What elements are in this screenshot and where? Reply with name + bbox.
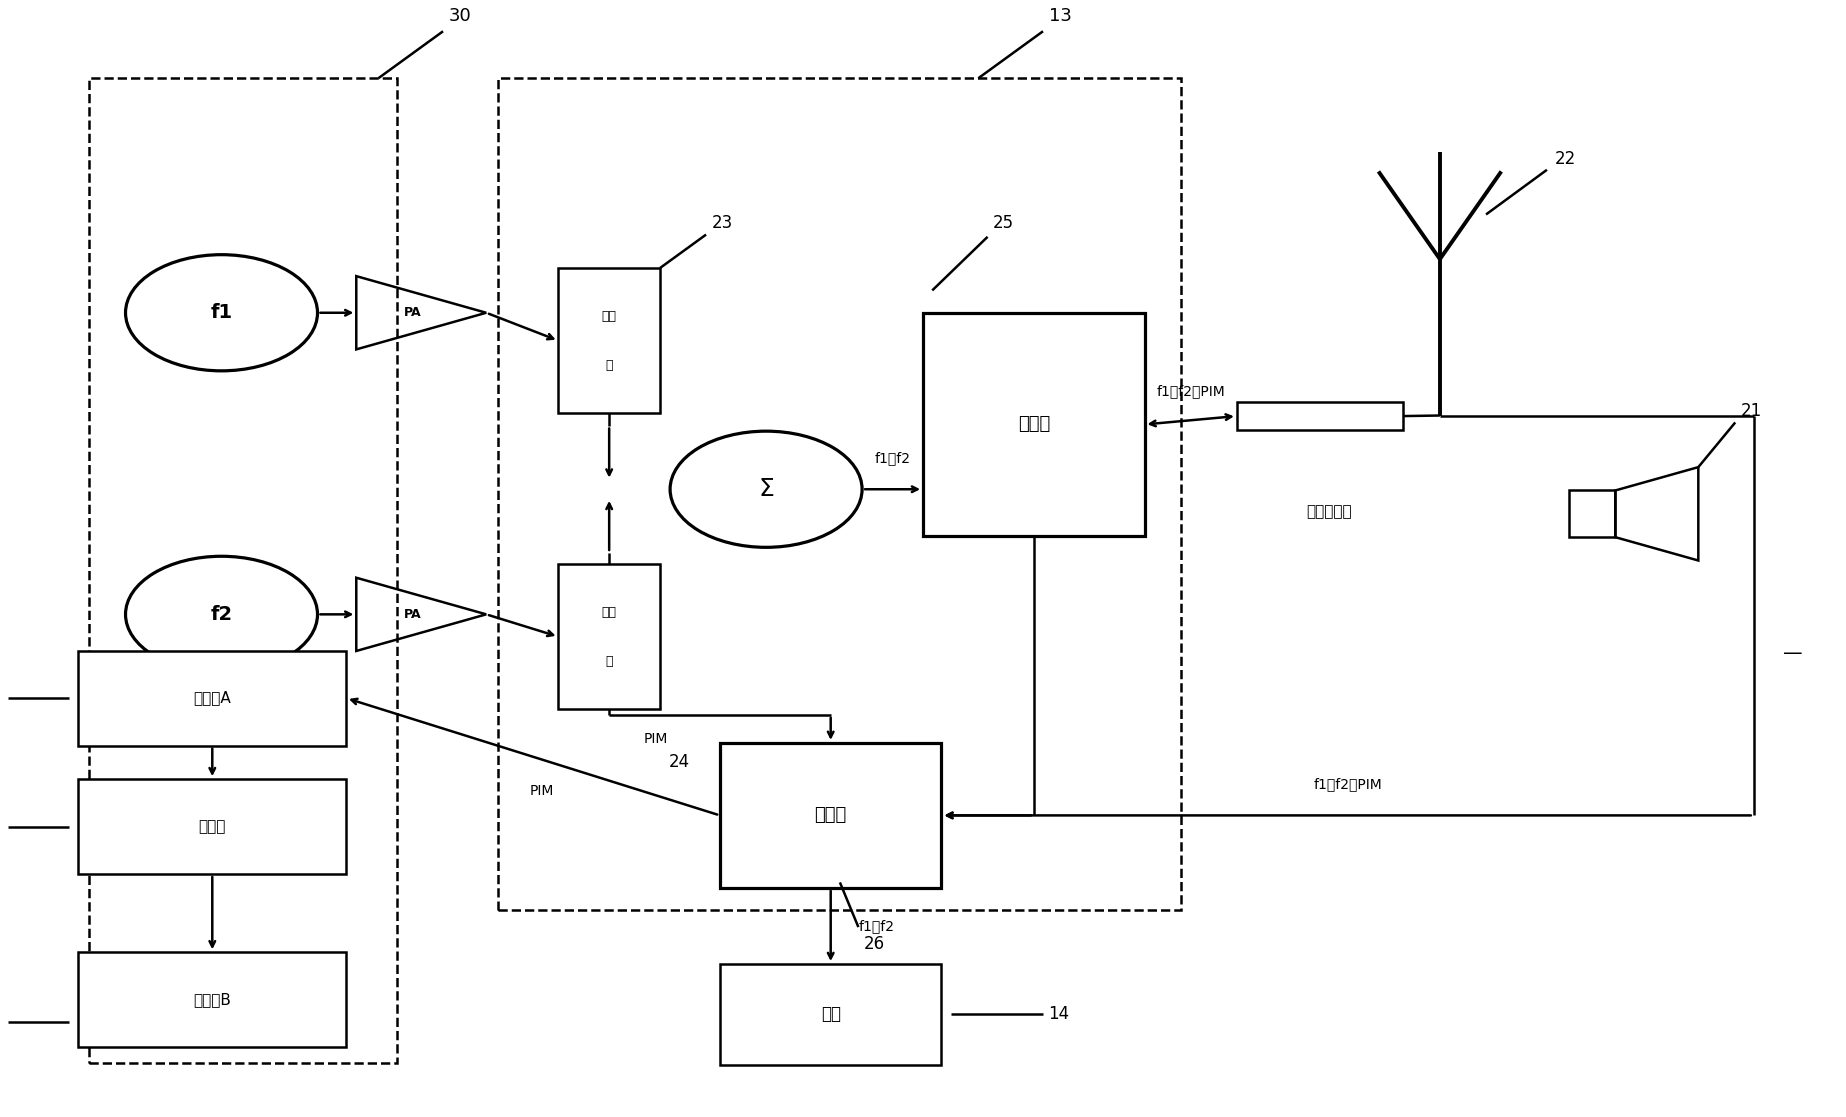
Bar (557, 564, 659, 709)
Text: PIM: PIM (530, 784, 554, 798)
Text: 隔离: 隔离 (602, 605, 617, 619)
Text: 器: 器 (605, 359, 613, 372)
Text: Σ: Σ (759, 477, 773, 502)
Bar (720, 743, 941, 888)
Text: —: — (1783, 643, 1804, 663)
Text: f1、f2、PIM: f1、f2、PIM (1156, 384, 1226, 398)
Text: 25: 25 (993, 214, 1013, 232)
Text: 21: 21 (1741, 402, 1763, 420)
Text: 接收机B: 接收机B (194, 992, 231, 1008)
Bar (720, 964, 941, 1065)
Text: 负载: 负载 (821, 1005, 840, 1023)
Text: 22: 22 (1554, 150, 1576, 168)
Text: 双工器: 双工器 (814, 806, 847, 824)
Bar (78, 780, 347, 873)
Text: 天馈线系统: 天馈线系统 (1307, 504, 1351, 519)
Bar (557, 268, 659, 413)
Text: 13: 13 (1049, 7, 1071, 25)
Text: 30: 30 (449, 7, 471, 25)
Text: 24: 24 (670, 753, 690, 771)
Text: 双工器: 双工器 (1017, 416, 1050, 433)
Text: f2: f2 (210, 604, 233, 624)
Text: 接收机A: 接收机A (194, 690, 231, 706)
Bar (78, 952, 347, 1048)
Text: f1: f1 (210, 303, 233, 323)
Text: PA: PA (404, 608, 421, 621)
Text: 器: 器 (605, 655, 613, 668)
Text: f1、f2、PIM: f1、f2、PIM (1313, 777, 1383, 791)
Bar (923, 313, 1145, 536)
Text: 14: 14 (1049, 1005, 1069, 1023)
Bar (89, 78, 397, 1063)
Text: 26: 26 (864, 935, 884, 953)
Bar (78, 650, 347, 746)
Bar (1237, 402, 1403, 430)
Text: 低噪放: 低噪放 (199, 819, 225, 834)
Text: f1、f2: f1、f2 (875, 451, 910, 465)
Text: 隔离: 隔离 (602, 309, 617, 323)
Text: PA: PA (404, 306, 421, 319)
Text: 23: 23 (713, 214, 733, 232)
Text: PIM: PIM (642, 733, 668, 746)
Text: f1、f2: f1、f2 (858, 919, 895, 933)
Bar (498, 78, 1181, 910)
